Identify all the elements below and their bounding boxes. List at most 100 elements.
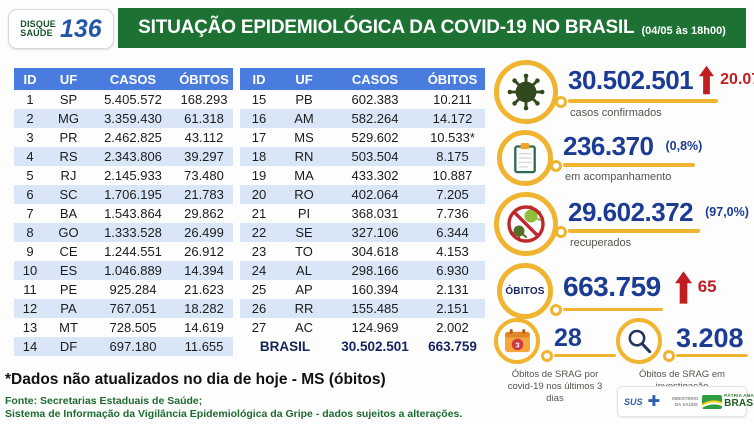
brasil-flag-icon	[702, 394, 723, 409]
table-cell: RR	[294, 301, 314, 316]
srag-3days-label: Óbitos de SRAG por covid-19 nos últimos …	[507, 369, 603, 404]
table-cell: 5	[26, 168, 34, 183]
table-row: 13 MT 728.505 14.619	[14, 318, 233, 337]
table-row: 21 PI 368.031 7.736	[240, 204, 485, 223]
table-cell: 22	[251, 225, 267, 240]
table-cell: 155.485	[351, 301, 399, 316]
col-header-casos: CASOS	[91, 68, 175, 90]
table-cell: 23	[251, 244, 267, 259]
table-cell: 925.284	[109, 282, 157, 297]
table-row: 27 AC 124.969 2.002	[240, 318, 485, 337]
table-row: 3 PR 2.462.825 43.112	[14, 128, 233, 147]
srag-investigation-value: 3.208	[676, 322, 744, 353]
table-cell: RJ	[60, 168, 77, 183]
virus-icon-svg	[507, 73, 545, 111]
table-cell: 503.504	[351, 149, 399, 164]
table-row: 8 GO 1.333.528 26.499	[14, 223, 233, 242]
table-row: 23 TO 304.618 4.153	[240, 242, 485, 261]
obitos-value: 663.759	[563, 271, 661, 303]
table-cell: 767.051	[109, 301, 157, 316]
table-row: 14 DF 697.180 11.655	[14, 337, 233, 356]
table-cell: 1	[26, 92, 34, 107]
table-cell: MG	[58, 111, 79, 126]
casos-delta: 20.072	[720, 71, 754, 89]
table-cell: TO	[295, 244, 313, 259]
table-row: 10 ES 1.046.889 14.394	[14, 261, 233, 280]
table-cell: 26.912	[184, 244, 224, 259]
up-arrow-icon	[699, 65, 715, 95]
table-cell: 1.244.551	[104, 244, 162, 259]
table-cell: 2	[26, 111, 34, 126]
srag-investigation: 3.208 Óbitos de SRAG em investigação	[616, 318, 748, 393]
table-cell: DF	[59, 339, 78, 354]
disque-saude-label: DISQUE SAÚDE	[20, 18, 56, 39]
col-header-obitos: ÓBITOS	[420, 68, 485, 90]
table-row: 26 RR 155.485 2.151	[240, 299, 485, 318]
table-cell: 21.623	[184, 282, 224, 297]
patria-amada-text: PÁTRIA AMADA	[724, 393, 754, 399]
table-cell: 1.706.195	[104, 187, 162, 202]
table-cell: 2.343.806	[104, 149, 162, 164]
table-cell: RS	[59, 149, 78, 164]
ministry-logo-text: MINISTÉRIO DA SAÚDE	[672, 396, 699, 407]
stat-underline	[663, 350, 748, 362]
table-cell: 11.655	[184, 339, 224, 354]
table-cell: 18	[251, 149, 267, 164]
col-header-id: ID	[14, 68, 46, 90]
table-row: 6 SC 1.706.195 21.783	[14, 185, 233, 204]
table-cell: 1.543.864	[104, 206, 162, 221]
recuperados-label: recuperados	[570, 236, 632, 249]
asterisk-footnote: *Dados não atualizados no dia de hoje - …	[5, 371, 386, 388]
table-cell: 6.344	[436, 225, 469, 240]
table-cell: 160.394	[351, 282, 399, 297]
table-cell: 327.106	[351, 225, 399, 240]
calendar-icon-svg: 3	[504, 328, 530, 352]
table-cell: RO	[294, 187, 314, 202]
casos-confirmados-value: 30.502.501	[568, 65, 694, 96]
table-cell: 27	[251, 320, 267, 335]
stat-recuperados: 29.602.372 (97,0%) recuperados	[494, 192, 749, 256]
table-cell: 3	[26, 130, 34, 145]
brasil-flag-logo: PÁTRIA AMADA BRASIL	[702, 394, 754, 409]
table-cell: 13	[22, 320, 38, 335]
table-row: 19 MA 433.302 10.887	[240, 166, 485, 185]
clipboard-icon-svg	[514, 143, 536, 174]
no-virus-icon-svg	[507, 205, 545, 243]
brasil-text: BRASIL	[724, 397, 754, 409]
stat-underline	[541, 350, 616, 362]
table-cell: 24	[251, 263, 267, 278]
table-cell: PE	[59, 282, 78, 297]
table-cell: 433.302	[351, 168, 399, 183]
table-cell: MS	[294, 130, 314, 145]
col-header-uf: UF	[278, 68, 330, 90]
table-cell: 6	[26, 187, 34, 202]
total-label: BRASIL	[259, 339, 311, 354]
covid-table-left: ID UF CASOS ÓBITOS 1 SP 5.405.572 168.293 2 M…	[14, 68, 233, 356]
table-cell: 124.969	[351, 320, 399, 335]
table-row: 15 PB 602.383 10.211	[240, 90, 485, 109]
table-row: 2 MG 3.359.430 61.318	[14, 109, 233, 128]
recuperados-value: 29.602.372	[568, 197, 694, 228]
clipboard-icon	[497, 130, 553, 186]
table-cell: 7.205	[436, 187, 469, 202]
table-cell: 2.145.933	[104, 168, 162, 183]
col-header-uf: UF	[46, 68, 91, 90]
col-header-casos: CASOS	[330, 68, 420, 90]
table-cell: 15	[251, 92, 267, 107]
table-cell: 26	[251, 301, 267, 316]
table-cell: 5.405.572	[104, 92, 162, 107]
table-header-row: ID UF CASOS ÓBITOS	[14, 68, 233, 90]
table-cell: 7	[26, 206, 34, 221]
table-cell: 26.499	[184, 225, 224, 240]
table-cell: 697.180	[109, 339, 157, 354]
government-logos: SUS ✚ MINISTÉRIO DA SAÚDE PÁTRIA AMADA B…	[617, 386, 754, 417]
table-cell: 3.359.430	[104, 111, 162, 126]
brasil-total-row: BRASIL 30.502.501 663.759	[240, 337, 485, 356]
title-banner: SITUAÇÃO EPIDEMIOLÓGICA DA COVID-19 NO B…	[118, 8, 746, 48]
table-cell: 10.211	[433, 92, 472, 107]
logo-line1: DISQUE	[20, 18, 56, 29]
table-cell: 12	[22, 301, 38, 316]
table-cell: BA	[59, 206, 78, 221]
table-cell: 10.887	[432, 168, 473, 183]
table-cell: 298.166	[351, 263, 399, 278]
